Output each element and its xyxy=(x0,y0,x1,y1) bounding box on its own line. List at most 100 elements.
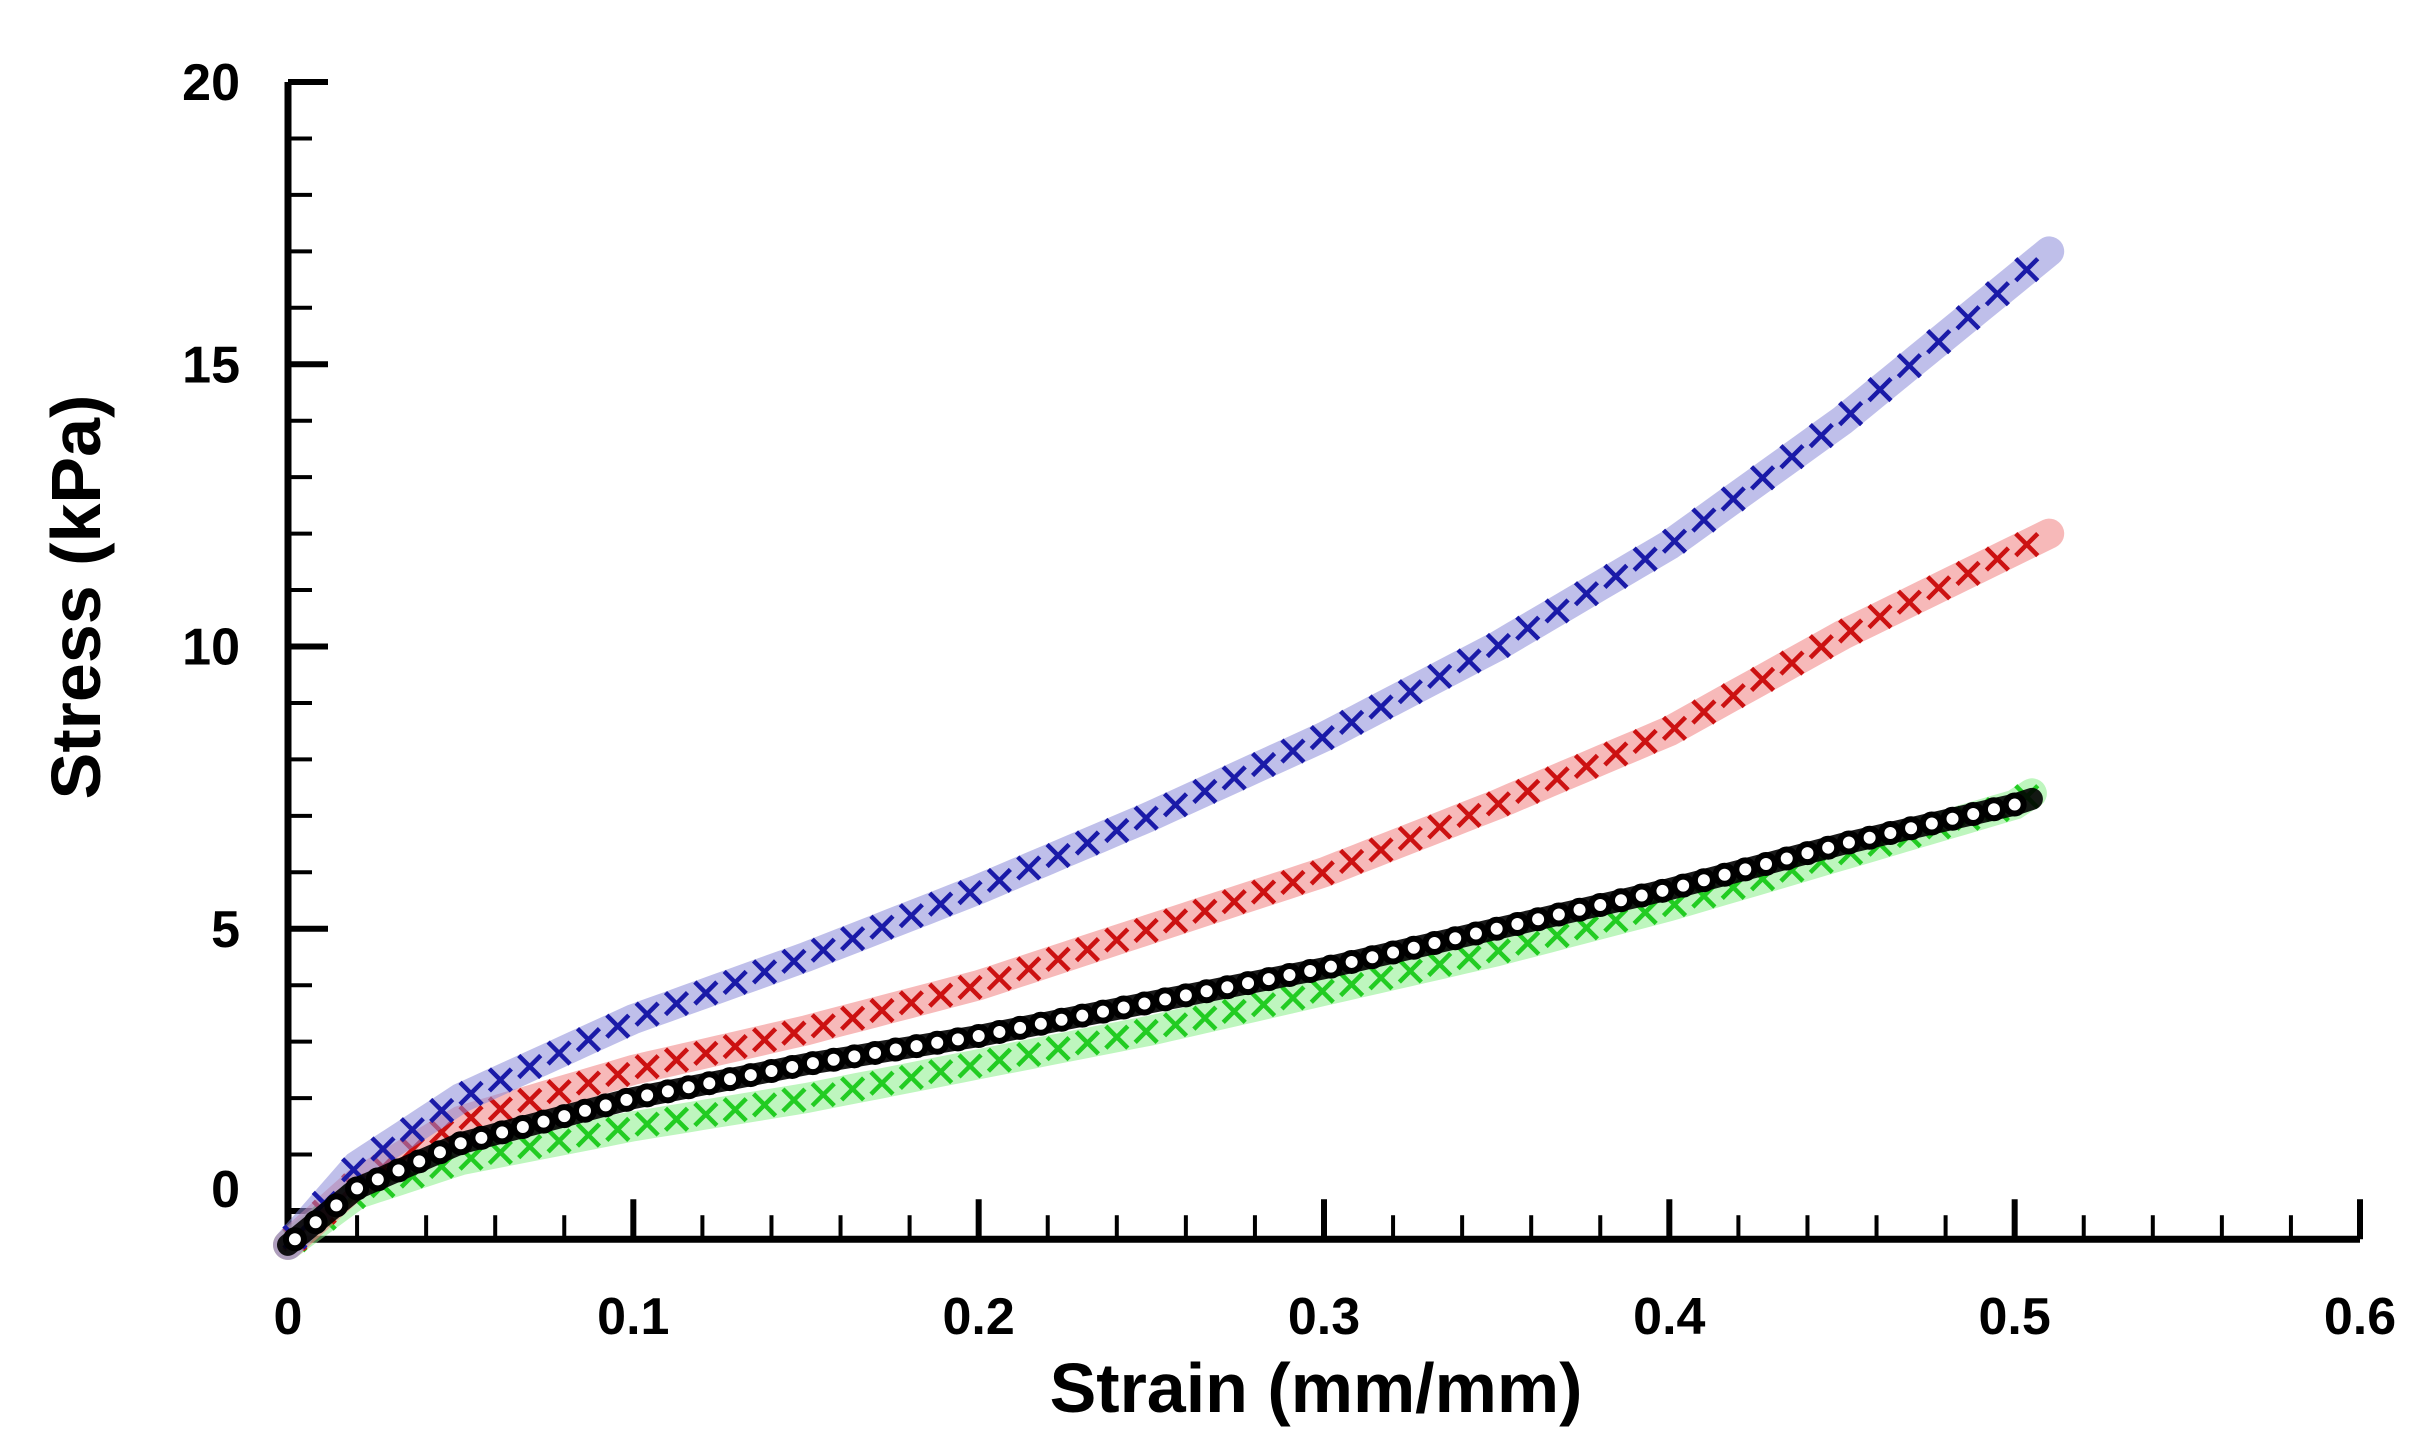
x-tick-label: 0.1 xyxy=(597,1288,669,1346)
data-point-blue xyxy=(1104,817,1130,844)
data-point-blue xyxy=(1397,679,1423,705)
data-point-blue xyxy=(1867,377,1893,403)
y-axis-title: Stress (kPa) xyxy=(37,395,115,800)
data-point-black xyxy=(1981,797,2006,822)
data-point-blue xyxy=(1133,805,1159,831)
data-point-black xyxy=(1028,1011,1053,1036)
data-point-red xyxy=(1749,666,1776,692)
data-point-blue xyxy=(1427,663,1453,689)
series-band-green xyxy=(273,778,2047,1260)
data-point-blue xyxy=(1779,444,1805,470)
data-point-black xyxy=(1546,902,1571,927)
data-point-blue xyxy=(1074,830,1101,856)
data-point-black xyxy=(1712,862,1737,887)
data-point-blue xyxy=(1896,353,1922,379)
data-point-green xyxy=(869,1070,895,1096)
data-point-black xyxy=(1277,963,1302,988)
data-point-green xyxy=(1485,938,1511,964)
x-tick-label: 0 xyxy=(274,1288,303,1346)
data-point-green xyxy=(1221,998,1247,1024)
data-point-blue xyxy=(1632,546,1658,572)
data-point-black xyxy=(2002,792,2027,817)
data-point-black xyxy=(324,1193,349,1218)
data-point-black xyxy=(863,1040,888,1065)
data-point-red xyxy=(1808,634,1834,660)
y-tick-label: 15 xyxy=(182,336,240,394)
data-point-blue xyxy=(1544,598,1570,624)
data-point-red xyxy=(1133,917,1159,944)
data-point-red xyxy=(1661,715,1688,741)
data-point-red xyxy=(546,1079,572,1105)
y-tick-label: 5 xyxy=(211,901,240,959)
data-point-blue xyxy=(663,990,690,1017)
data-point-black xyxy=(1588,893,1613,918)
data-point-blue xyxy=(898,903,924,929)
data-point-blue xyxy=(1339,709,1365,735)
data-point-green xyxy=(781,1087,807,1113)
data-point-black xyxy=(427,1140,452,1165)
data-point-green xyxy=(663,1106,690,1132)
data-point-red xyxy=(722,1033,748,1060)
data-point-blue xyxy=(2014,257,2040,283)
data-point-blue xyxy=(1808,423,1834,449)
data-point-black xyxy=(1298,958,1323,983)
data-point-black xyxy=(1173,983,1198,1008)
data-point-black xyxy=(1194,979,1219,1004)
data-point-red xyxy=(751,1027,778,1053)
data-point-black xyxy=(1671,873,1696,898)
data-point-red xyxy=(810,1013,836,1039)
data-point-blue xyxy=(986,867,1012,894)
data-point-black xyxy=(821,1047,846,1072)
series-black xyxy=(277,787,2043,1256)
data-point-black xyxy=(800,1051,825,1076)
data-point-red xyxy=(1779,650,1805,676)
data-point-black xyxy=(448,1131,473,1156)
x-tick-label: 0.2 xyxy=(943,1288,1015,1346)
data-point-green xyxy=(517,1134,543,1160)
data-point-black xyxy=(1215,975,1240,1000)
data-point-red xyxy=(1573,753,1600,779)
data-point-blue xyxy=(517,1053,543,1080)
data-point-blue xyxy=(928,891,954,917)
data-point-black xyxy=(1443,926,1468,951)
data-point-red xyxy=(1867,603,1893,630)
data-point-black xyxy=(1919,811,1944,836)
series-layer xyxy=(273,236,2065,1260)
data-point-green xyxy=(693,1101,719,1128)
data-point-blue xyxy=(634,1001,660,1027)
data-point-red xyxy=(1691,699,1717,725)
data-point-black xyxy=(1318,954,1343,979)
data-point-black xyxy=(365,1167,390,1192)
data-point-green xyxy=(1045,1036,1071,1062)
data-point-red xyxy=(1397,825,1423,852)
data-point-blue xyxy=(1250,751,1277,778)
data-point-blue xyxy=(1280,738,1306,764)
data-point-green xyxy=(840,1076,866,1102)
data-point-red xyxy=(1280,869,1306,896)
data-point-black xyxy=(1691,868,1716,893)
data-point-green xyxy=(1544,922,1570,949)
data-point-red xyxy=(1838,618,1864,644)
data-point-black xyxy=(1256,967,1281,992)
data-point-black xyxy=(1008,1015,1033,1040)
data-point-black xyxy=(697,1071,722,1096)
data-point-blue xyxy=(1221,765,1247,791)
data-point-blue xyxy=(722,969,748,996)
data-point-red xyxy=(1221,889,1247,915)
data-point-black xyxy=(1774,846,1799,871)
data-point-black xyxy=(1381,940,1406,965)
data-point-red xyxy=(2014,532,2040,558)
data-point-blue xyxy=(605,1013,631,1039)
data-point-red xyxy=(605,1061,631,1088)
data-point-red xyxy=(957,974,983,1001)
data-point-blue xyxy=(1016,855,1042,881)
data-point-blue xyxy=(399,1117,425,1143)
data-point-black xyxy=(1629,883,1654,908)
data-point-red xyxy=(1074,937,1101,963)
data-point-red xyxy=(1632,728,1658,755)
data-point-red xyxy=(1192,898,1218,924)
data-point-green xyxy=(898,1064,924,1091)
x-axis-title: Strain (mm/mm) xyxy=(1050,1349,1583,1427)
data-point-green xyxy=(928,1059,954,1085)
data-point-black xyxy=(718,1067,743,1092)
